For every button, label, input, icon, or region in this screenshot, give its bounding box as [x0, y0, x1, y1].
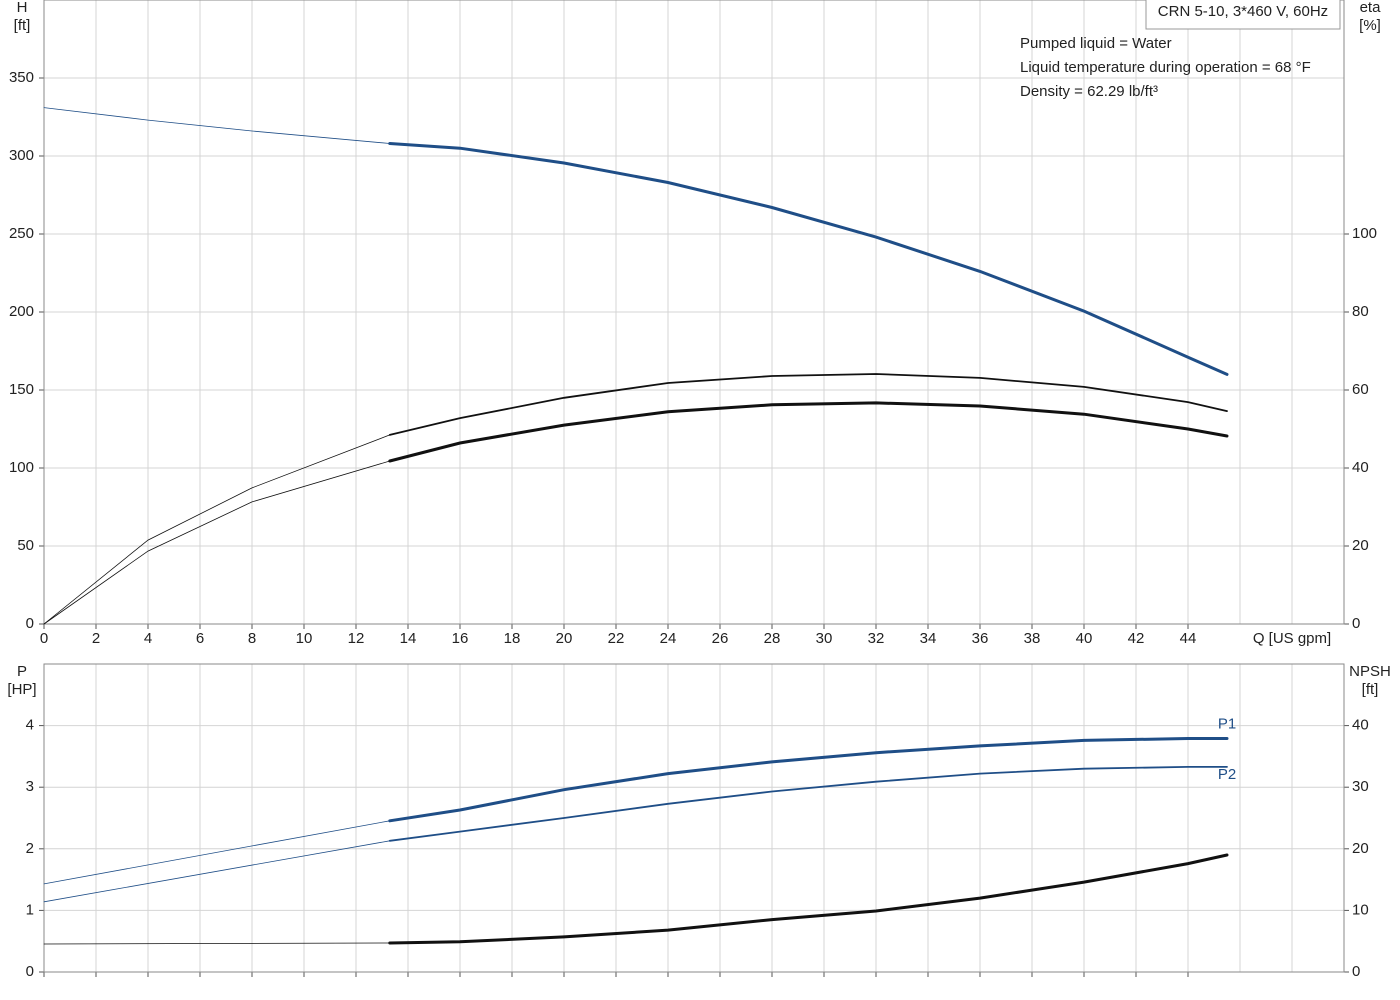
x-tick-label: 26 [712, 630, 729, 647]
y-tick-label: 0 [26, 963, 34, 980]
annotation: Density = 62.29 lb/ft³ [1020, 83, 1158, 100]
x-tick-label: 0 [40, 630, 48, 647]
y-tick-label: 250 [9, 225, 34, 242]
curve [43, 820, 391, 885]
y2-tick-label: 20 [1352, 840, 1369, 857]
x-tick-label: 10 [296, 630, 313, 647]
x-tick-label: 6 [196, 630, 204, 647]
y-tick-label: 1 [26, 901, 34, 918]
x-tick-label: 42 [1128, 630, 1145, 647]
y2-axis-unit: [ft] [1362, 681, 1379, 698]
plot-area [44, 664, 1344, 972]
y-tick-label: 3 [26, 778, 34, 795]
x-tick-label: 24 [660, 630, 677, 647]
y2-tick-label: 0 [1352, 615, 1360, 632]
title-box [1145, 0, 1341, 30]
chart-title: CRN 5-10, 3*460 V, 60Hz [1158, 3, 1328, 20]
y2-tick-label: 0 [1352, 963, 1360, 980]
y2-axis-label: eta [1360, 0, 1382, 16]
x-tick-label: 12 [348, 630, 365, 647]
y-tick-label: 0 [26, 615, 34, 632]
plot-frame [43, 0, 1345, 625]
plot-frame [43, 663, 1345, 973]
curve [388, 142, 1229, 376]
y-tick-label: 4 [26, 717, 34, 734]
series-label: P2 [1218, 766, 1236, 783]
y2-tick-label: 40 [1352, 459, 1369, 476]
curve [43, 840, 391, 903]
curve [388, 401, 1229, 463]
y-axis-label: P [17, 663, 27, 680]
curve [388, 373, 1228, 436]
y-tick-label: 350 [9, 69, 34, 86]
curve [43, 107, 391, 144]
y-tick-label: 50 [17, 537, 34, 554]
x-tick-label: 34 [920, 630, 937, 647]
y-axis-unit: [HP] [7, 681, 36, 698]
curve [388, 853, 1229, 945]
x-tick-label: 18 [504, 630, 521, 647]
x-tick-label: 38 [1024, 630, 1041, 647]
x-tick-label: 36 [972, 630, 989, 647]
x-tick-label: 4 [144, 630, 152, 647]
y2-axis-unit: [%] [1359, 17, 1381, 34]
y-tick-label: 150 [9, 381, 34, 398]
x-tick-label: 28 [764, 630, 781, 647]
y2-axis-label: NPSH [1349, 663, 1391, 680]
y2-tick-label: 40 [1352, 717, 1369, 734]
annotation: Liquid temperature during operation = 68… [1020, 59, 1311, 76]
y2-tick-label: 60 [1352, 381, 1369, 398]
x-tick-label: 22 [608, 630, 625, 647]
y2-tick-label: 10 [1352, 901, 1369, 918]
y-tick-label: 200 [9, 303, 34, 320]
curve [43, 434, 391, 625]
y2-tick-label: 100 [1352, 225, 1377, 242]
x-axis-label: Q [US gpm] [1253, 630, 1331, 647]
x-tick-label: 44 [1180, 630, 1197, 647]
curve [43, 942, 391, 945]
y-tick-label: 300 [9, 147, 34, 164]
y-axis-label: H [17, 0, 28, 16]
curve [388, 737, 1229, 823]
x-tick-label: 20 [556, 630, 573, 647]
y2-tick-label: 30 [1352, 778, 1369, 795]
x-tick-label: 32 [868, 630, 885, 647]
curve [43, 460, 391, 625]
x-tick-label: 2 [92, 630, 100, 647]
y-axis-unit: [ft] [14, 17, 31, 34]
curve [388, 766, 1228, 842]
series-label: P1 [1218, 716, 1236, 733]
y-tick-label: 100 [9, 459, 34, 476]
x-tick-label: 30 [816, 630, 833, 647]
x-tick-label: 40 [1076, 630, 1093, 647]
y2-tick-label: 20 [1352, 537, 1369, 554]
x-tick-label: 8 [248, 630, 256, 647]
annotation: Pumped liquid = Water [1020, 35, 1172, 52]
x-tick-label: 14 [400, 630, 417, 647]
x-tick-label: 16 [452, 630, 469, 647]
y-tick-label: 2 [26, 840, 34, 857]
y2-tick-label: 80 [1352, 303, 1369, 320]
